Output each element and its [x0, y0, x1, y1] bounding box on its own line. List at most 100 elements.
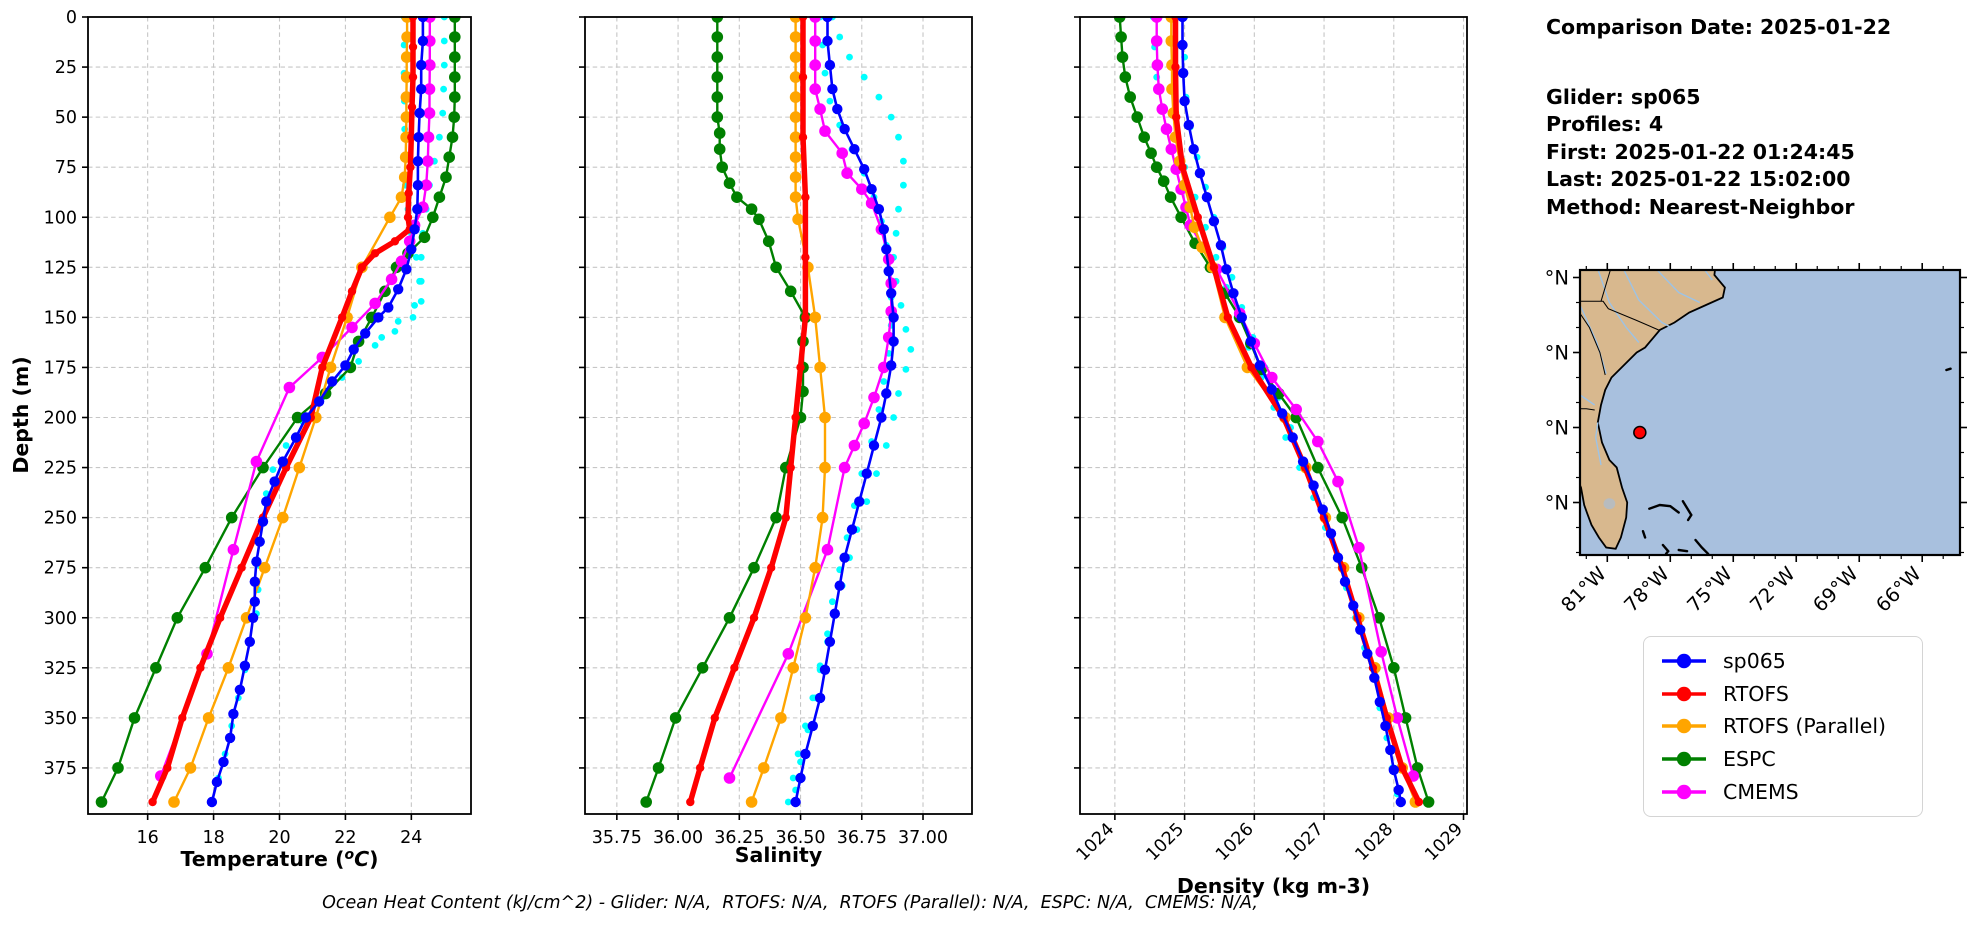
map-lat-tick-label: 36°N — [1545, 267, 1569, 290]
legend-label: RTOFS (Parallel) — [1723, 714, 1887, 739]
legend-line-sample — [1662, 751, 1706, 767]
salinity-xtick-label: 36.25 — [714, 828, 764, 848]
profiles-count-text: Profiles: 4 — [1546, 112, 1664, 136]
glider-location-marker — [1633, 425, 1647, 440]
legend-line-sample — [1662, 784, 1706, 799]
depth-tick-label: 325 — [44, 659, 77, 679]
island-outline — [1661, 543, 1670, 555]
legend-item-cmems: CMEMS — [1660, 775, 1922, 808]
salinity-series-rtofs-parallel- — [745, 16, 831, 808]
depth-tick-label: 250 — [44, 509, 77, 529]
ocean-heat-content-text: Ocean Heat Content (kJ/cm^2) - Glider: N… — [322, 893, 1258, 913]
island-outline — [1677, 548, 1689, 553]
depth-tick-label: 275 — [44, 559, 77, 579]
island-outline — [1945, 367, 1952, 372]
salinity-xtick-label: 36.75 — [837, 828, 887, 848]
method-text: Method: Nearest-Neighbor — [1546, 194, 1855, 219]
salinity-series-rtofs — [686, 16, 810, 807]
temperature-xtick-label: 18 — [202, 828, 224, 848]
legend-line-sample — [1662, 719, 1706, 734]
first-profile-time-text: First: 2025-01-22 01:24:45 — [1546, 139, 1855, 164]
salinity-panel: 35.75 36.00 36.25 36.50 36.75 37.00 Salinity — [579, 16, 973, 867]
depth-tick-label: 0 — [66, 8, 77, 28]
river-line — [1580, 304, 1607, 374]
legend-label: sp065 — [1723, 649, 1786, 674]
profile-plots-canvas: 16 18 20 22 24 0 25 50 75 100 125 150 175 200 225 250 27… — [9, 8, 1468, 898]
legend-label: ESPC — [1723, 747, 1776, 772]
legend-item-sp065: sp065 — [1660, 645, 1922, 678]
island-outline — [1648, 503, 1680, 514]
map-lon-tick-label: 69°W — [1808, 562, 1862, 616]
depth-tick-label: 75 — [55, 158, 77, 178]
depth-axis-label: Depth (m) — [9, 356, 33, 473]
map-lat-tick-label: 30°N — [1545, 417, 1569, 440]
density-series-group — [1113, 16, 1435, 808]
depth-tick-label: 50 — [55, 108, 77, 128]
last-profile-time-text: Last: 2025-01-22 15:02:00 — [1546, 167, 1851, 191]
river-line — [1597, 270, 1640, 343]
depth-tick-label: 350 — [44, 709, 77, 729]
river-line — [1623, 270, 1672, 329]
state-border-line — [1600, 270, 1611, 302]
legend-line-sample — [1662, 654, 1706, 669]
map-lat-tick-label: 27°N — [1545, 492, 1569, 515]
map-lon-tick-label: 75°W — [1682, 562, 1736, 616]
density-panel: 1024 1025 1026 1027 1028 1029 Density (kg m-3) — [1073, 16, 1468, 898]
depth-tick-label: 200 — [44, 409, 77, 429]
island-outline — [1641, 530, 1647, 539]
legend-line-sample — [1662, 686, 1706, 702]
land-area — [1580, 270, 1726, 550]
temperature-series-rtofs-parallel- — [168, 16, 413, 808]
salinity-axis-label: Salinity — [735, 843, 822, 867]
density-xtick-label: 1029 — [1421, 819, 1467, 865]
map-lon-tick-label: 81°W — [1556, 562, 1610, 616]
comparison-date-text: Comparison Date: 2025-01-22 — [1546, 15, 1892, 39]
glider-name-text: Glider: sp065 — [1546, 84, 1701, 109]
depth-tick-label: 225 — [44, 459, 77, 479]
legend-item-espc: ESPC — [1660, 743, 1922, 776]
temperature-xtick-label: 20 — [268, 828, 290, 848]
river-line — [1656, 270, 1701, 304]
map-lon-tick-label: 78°W — [1619, 562, 1673, 616]
density-xtick-label: 1027 — [1282, 819, 1328, 865]
state-border-line — [1580, 300, 1659, 331]
salinity-xtick-label: 36.50 — [775, 828, 825, 848]
map-lon-tick-label: 72°W — [1745, 562, 1799, 616]
island-outline — [1694, 538, 1710, 555]
density-axis-label: Density (kg m-3) — [1177, 874, 1370, 898]
temperature-panel: 16 18 20 22 24 0 25 50 75 100 125 150 175 200 225 250 27… — [44, 8, 472, 871]
salinity-xtick-label: 37.00 — [898, 828, 948, 848]
info-block: Comparison Date: 2025-01-22 Glider: sp06… — [1546, 14, 1891, 221]
river-line — [1580, 394, 1596, 406]
map-lon-tick-label: 66°W — [1871, 562, 1925, 616]
location-map: 36°N 33°N 30°N 27°N 81°W78°W75°W72°W69°W66°W — [1545, 263, 1967, 617]
temperature-xtick-label: 24 — [400, 828, 422, 848]
temperature-xtick-label: 22 — [334, 828, 356, 848]
temperature-axis-label: Temperature (oC) — [180, 847, 378, 871]
legend-item-rtofs: RTOFS — [1660, 678, 1922, 711]
salinity-series-cmems — [723, 16, 897, 784]
state-border-line — [1580, 312, 1606, 376]
density-xtick-label: 1025 — [1142, 819, 1188, 865]
density-series-sp065 — [1177, 16, 1407, 808]
map-geography — [1580, 270, 1960, 555]
depth-tick-label: 125 — [44, 258, 77, 278]
density-xtick-label: 1028 — [1352, 819, 1398, 865]
temperature-xtick-label: 16 — [137, 828, 159, 848]
river-line — [1703, 270, 1713, 281]
legend-item-rtofs-parallel-: RTOFS (Parallel) — [1660, 710, 1922, 743]
depth-tick-label: 375 — [44, 759, 77, 779]
temperature-series-rtofs — [148, 16, 418, 807]
island-outline — [1681, 500, 1693, 522]
legend: sp065 RTOFS RTOFS (Parallel) ESPC CMEMS — [1643, 636, 1923, 817]
depth-tick-label: 100 — [44, 208, 77, 228]
salinity-xtick-label: 36.00 — [653, 828, 703, 848]
depth-tick-label: 300 — [44, 609, 77, 629]
depth-tick-label: 175 — [44, 358, 77, 378]
depth-tick-label: 25 — [55, 58, 77, 78]
temperature-series-group — [95, 16, 461, 808]
density-xtick-label: 1024 — [1073, 819, 1119, 865]
legend-label: CMEMS — [1723, 779, 1799, 804]
lake-shape — [1603, 498, 1616, 510]
